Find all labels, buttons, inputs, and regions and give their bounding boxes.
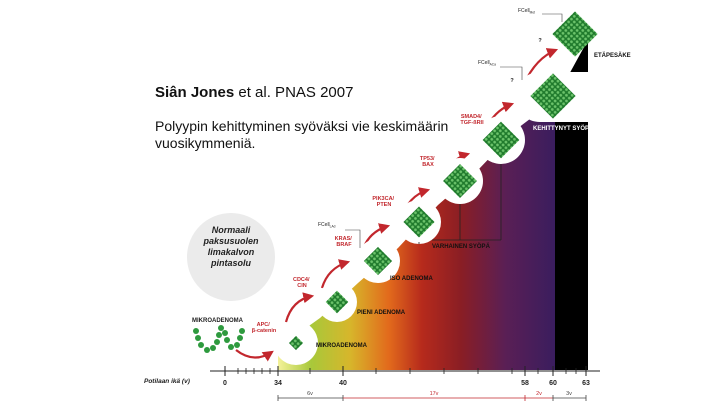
- age-tick-58: 58: [521, 380, 529, 387]
- description-text: Polyypin kehittyminen syöväksi vie keski…: [155, 118, 449, 151]
- age-axis-label: Potilaan ikä (v): [144, 378, 190, 385]
- microadenoma-left-label: MIKROADENOMA: [192, 318, 243, 324]
- age-tick-60: 60: [549, 380, 557, 387]
- founder-cell-lad: FCellLAd: [318, 222, 336, 229]
- microadenoma-cells-icon: [193, 325, 245, 353]
- stage-bubble-large-adenoma: [356, 239, 400, 283]
- mutation-label-smad4-text: SMAD4/: [461, 114, 482, 120]
- mutation-label-line2: TGF-ßRII: [460, 120, 484, 126]
- mutation-label-line2: BAX: [422, 162, 434, 168]
- stage-bubble-microadenoma: [274, 321, 318, 365]
- mutation-label-kras-text: KRAS/: [335, 236, 353, 242]
- normal-cell-label: Normaali paksusuolen limakalvon pintasol…: [203, 225, 259, 268]
- founder-cell-met: FCellMet: [518, 8, 535, 15]
- early-cancer-bracket: [418, 164, 502, 244]
- stage-bubble-small-adenoma: [317, 282, 357, 322]
- stage-label-early-cancer: VARHAINEN SYÖPÄ: [432, 243, 491, 250]
- mutation-label-apc: APC/ β-catenin: [252, 322, 277, 334]
- mutation-label-unknown-2: ?: [538, 38, 542, 44]
- age-tick-40: 40: [339, 380, 347, 387]
- citation-rest: et al. PNAS 2007: [234, 84, 354, 101]
- mutation-label-line2: β-catenin: [252, 328, 277, 334]
- mutation-label-unknown-1: ?: [510, 78, 514, 84]
- stage-bubble-early-cancer-2: [437, 158, 483, 204]
- age-tick-0: 0: [223, 380, 227, 387]
- mutation-label-line2: PTEN: [377, 202, 392, 208]
- interval-label-3v: 3v: [566, 391, 572, 397]
- interval-label-17v: 17v: [430, 391, 439, 397]
- interval-brackets: [277, 395, 587, 401]
- founder-cell-aca: FCellACa: [478, 60, 496, 67]
- age-tick-34: 34: [274, 380, 282, 387]
- citation-authors: Siân Jones: [155, 84, 235, 101]
- interval-label-2v: 2v: [536, 391, 542, 397]
- stage-label-microadenoma: MIKROADENOMA: [316, 343, 368, 349]
- mutation-label-cdc4: CDC4/ CIN: [293, 277, 311, 289]
- mutation-label-line2: BRAF: [336, 242, 352, 248]
- founder-cell-connectors: [345, 13, 563, 248]
- interval-label-6v: 6v: [307, 391, 313, 397]
- mutation-label-line2: CIN: [297, 283, 307, 289]
- stage-bubble-early-cancer-3: [477, 116, 525, 164]
- mutation-label-tp53-text: TP53/: [420, 156, 435, 162]
- mutation-label-kras: KRAS/ BRAF: [335, 236, 354, 248]
- stage-label-large-adenoma: ISO ADENOMA: [390, 276, 433, 282]
- stage-label-metastasis: ETÄPESÄKE: [594, 52, 631, 59]
- age-axis-minor-ticks: [237, 368, 577, 374]
- stage-bubble-early-cancer-1: [397, 200, 441, 244]
- mutation-label-cdc4-text: CDC4/: [293, 277, 310, 283]
- stage-label-small-adenoma: PIENI ADENOMA: [357, 310, 406, 316]
- metastasis-black-band: [555, 40, 588, 370]
- stage-bubble-metastasis: [552, 11, 598, 57]
- stage-bubble-advanced-cancer: [515, 72, 615, 122]
- stage-label-advanced-cancer: KEHITTYNYT SYÖPÄ: [533, 125, 594, 132]
- age-tick-63: 63: [582, 380, 590, 387]
- mutation-label-pik3ca: PIK3CA/ PTEN: [372, 196, 395, 208]
- mutation-label-tp53: TP53/ BAX: [420, 156, 436, 168]
- mutation-label-apc-text: APC/: [257, 322, 271, 328]
- mutation-label-pik3ca-text: PIK3CA/: [372, 196, 394, 202]
- age-axis-major-ticks: [224, 366, 587, 376]
- normal-cell-circle: [187, 213, 275, 301]
- mutation-label-smad4: SMAD4/ TGF-ßRII: [460, 114, 484, 126]
- citation: Siân Jones et al. PNAS 2007: [155, 84, 353, 101]
